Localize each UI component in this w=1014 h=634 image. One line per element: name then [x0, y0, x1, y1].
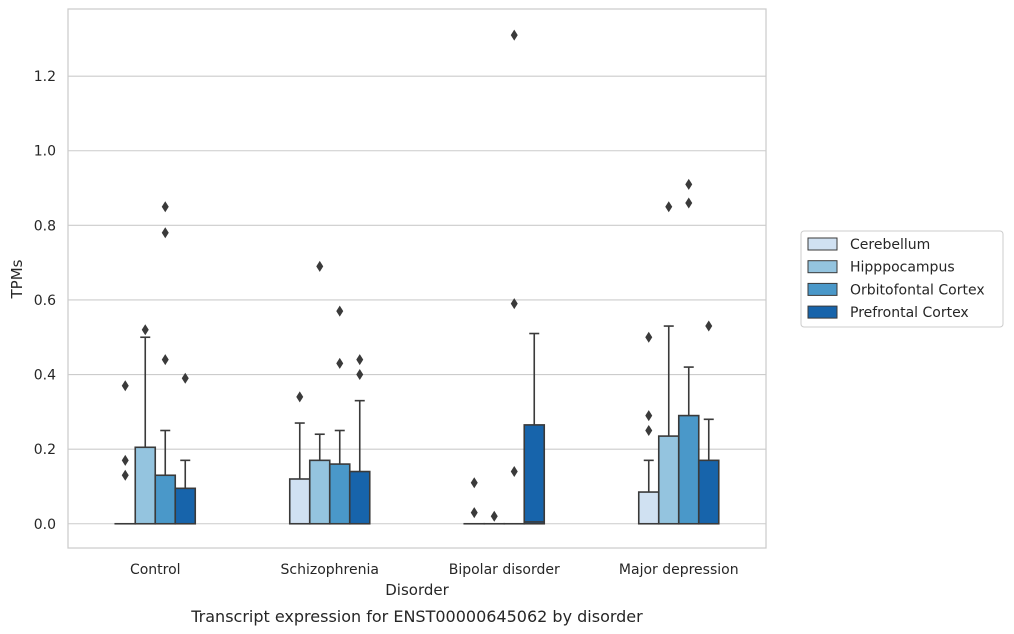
- outlier-point: [181, 372, 189, 384]
- legend-entry-label: Prefrontal Cortex: [850, 305, 969, 321]
- x-ticks: Control Schizophrenia Bipolar disorder Majo…: [130, 562, 739, 578]
- chart-caption: Transcript expression for ENST0000064506…: [190, 607, 643, 626]
- box-prefrontal-cortex: [348, 354, 371, 525]
- outlier-point: [645, 425, 653, 437]
- box-body: [523, 424, 546, 525]
- box-orbitofontal-cortex: [328, 305, 351, 525]
- box-hipppocampus: [657, 201, 680, 525]
- box-body: [308, 459, 331, 525]
- box-body: [288, 478, 311, 525]
- outlier-point: [685, 178, 693, 190]
- outlier-point: [161, 201, 169, 213]
- box-prefrontal-cortex: [523, 332, 546, 525]
- x-tick-label: Bipolar disorder: [449, 562, 560, 578]
- plot-frame: [67, 8, 767, 549]
- outlier-point: [645, 331, 653, 343]
- box-orbitofontal-cortex: [677, 178, 700, 525]
- outlier-point: [141, 324, 149, 336]
- box-cerebellum: [114, 380, 137, 525]
- outlier-point: [356, 369, 364, 381]
- outlier-point: [665, 201, 673, 213]
- outlier-point: [705, 320, 713, 332]
- y-tick-label: 0.6: [34, 293, 56, 309]
- box-body: [637, 491, 660, 525]
- outlier-point: [296, 391, 304, 403]
- outlier-point: [356, 354, 364, 366]
- box-body: [154, 474, 177, 525]
- y-axis-label: TPMs: [8, 259, 26, 299]
- outlier-point: [510, 29, 518, 41]
- x-tick-label: Schizophrenia: [281, 562, 379, 578]
- legend-frame: [800, 230, 1004, 328]
- box-cerebellum: [288, 391, 311, 525]
- box-body: [134, 446, 157, 525]
- outlier-point: [510, 466, 518, 478]
- box-prefrontal-cortex: [697, 320, 720, 525]
- box-body: [677, 414, 700, 525]
- outlier-point: [510, 298, 518, 310]
- box-body: [697, 459, 720, 525]
- box-body: [328, 463, 351, 525]
- outlier-point: [316, 260, 324, 272]
- box-body: [348, 470, 371, 525]
- outlier-point: [645, 410, 653, 422]
- legend-swatch: [807, 282, 838, 296]
- x-tick-label: Control: [130, 562, 181, 578]
- outlier-point: [470, 477, 478, 489]
- outlier-point: [470, 507, 478, 519]
- outlier-point: [336, 357, 344, 369]
- outlier-point: [121, 469, 129, 481]
- legend-entry-label: Orbitofontal Cortex: [850, 282, 985, 298]
- box-hipppocampus: [134, 324, 157, 525]
- outlier-point: [161, 354, 169, 366]
- box-body: [174, 487, 197, 525]
- legend-swatch: [807, 305, 838, 319]
- y-ticks: 0.0 0.2 0.4 0.6 0.8 1.0 1.2: [34, 69, 56, 533]
- boxes: [114, 29, 720, 525]
- box-prefrontal-cortex: [174, 372, 197, 525]
- outlier-point: [336, 305, 344, 317]
- legend: Cerebellum Hipppocampus Orbitofontal Corte…: [800, 230, 1004, 328]
- y-tick-label: 0.2: [34, 442, 56, 458]
- y-tick-label: 1.2: [34, 69, 56, 85]
- y-tick-label: 0.4: [34, 368, 56, 384]
- outlier-point: [161, 227, 169, 239]
- box-hipppocampus: [483, 510, 506, 525]
- y-tick-label: 0.8: [34, 218, 56, 234]
- box-orbitofontal-cortex: [503, 29, 526, 525]
- box-body: [657, 435, 680, 525]
- x-axis-label: Disorder: [385, 581, 449, 599]
- y-tick-label: 0.0: [34, 517, 56, 533]
- outlier-point: [121, 454, 129, 466]
- outlier-point: [685, 197, 693, 209]
- outlier-point: [121, 380, 129, 392]
- x-tick-label: Major depression: [619, 562, 739, 578]
- legend-swatch: [807, 237, 838, 251]
- legend-entry-label: Hipppocampus: [850, 260, 955, 276]
- box-cerebellum: [637, 331, 660, 525]
- y-tick-label: 1.0: [34, 144, 56, 160]
- legend-swatch: [807, 260, 838, 274]
- box-orbitofontal-cortex: [154, 201, 177, 525]
- legend-entry-label: Cerebellum: [850, 237, 930, 253]
- box-hipppocampus: [308, 260, 331, 525]
- box-cerebellum: [463, 477, 486, 525]
- outlier-point: [490, 510, 498, 522]
